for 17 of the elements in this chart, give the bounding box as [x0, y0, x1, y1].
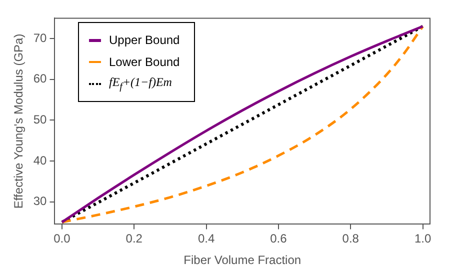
x-axis-title: Fiber Volume Fraction — [184, 253, 302, 268]
y-tick-label: 50 — [33, 112, 48, 126]
x-tick-label: 0.4 — [198, 232, 215, 246]
line-series — [60, 25, 424, 224]
y-tick-label: 40 — [33, 153, 48, 168]
x-tick-label: 0.6 — [270, 232, 288, 246]
x-tick-label: 1.0 — [414, 232, 432, 246]
x-tick-label: 0.8 — [342, 232, 360, 246]
y-axis-title: Effective Young's Modulus (GPa) — [12, 34, 26, 209]
legend-label: Lower Bound — [109, 55, 180, 69]
x-tick-label: 0.2 — [126, 232, 143, 246]
legend-label: Upper Bound — [109, 33, 180, 47]
x-tick-label: 0.0 — [54, 232, 71, 246]
y-tick-label: 30 — [33, 194, 48, 208]
legend-label: fE$_{f}$+(1−f)Em — [109, 75, 172, 93]
y-tick-label: 70 — [33, 30, 48, 45]
y-tick-label: 60 — [33, 72, 48, 86]
